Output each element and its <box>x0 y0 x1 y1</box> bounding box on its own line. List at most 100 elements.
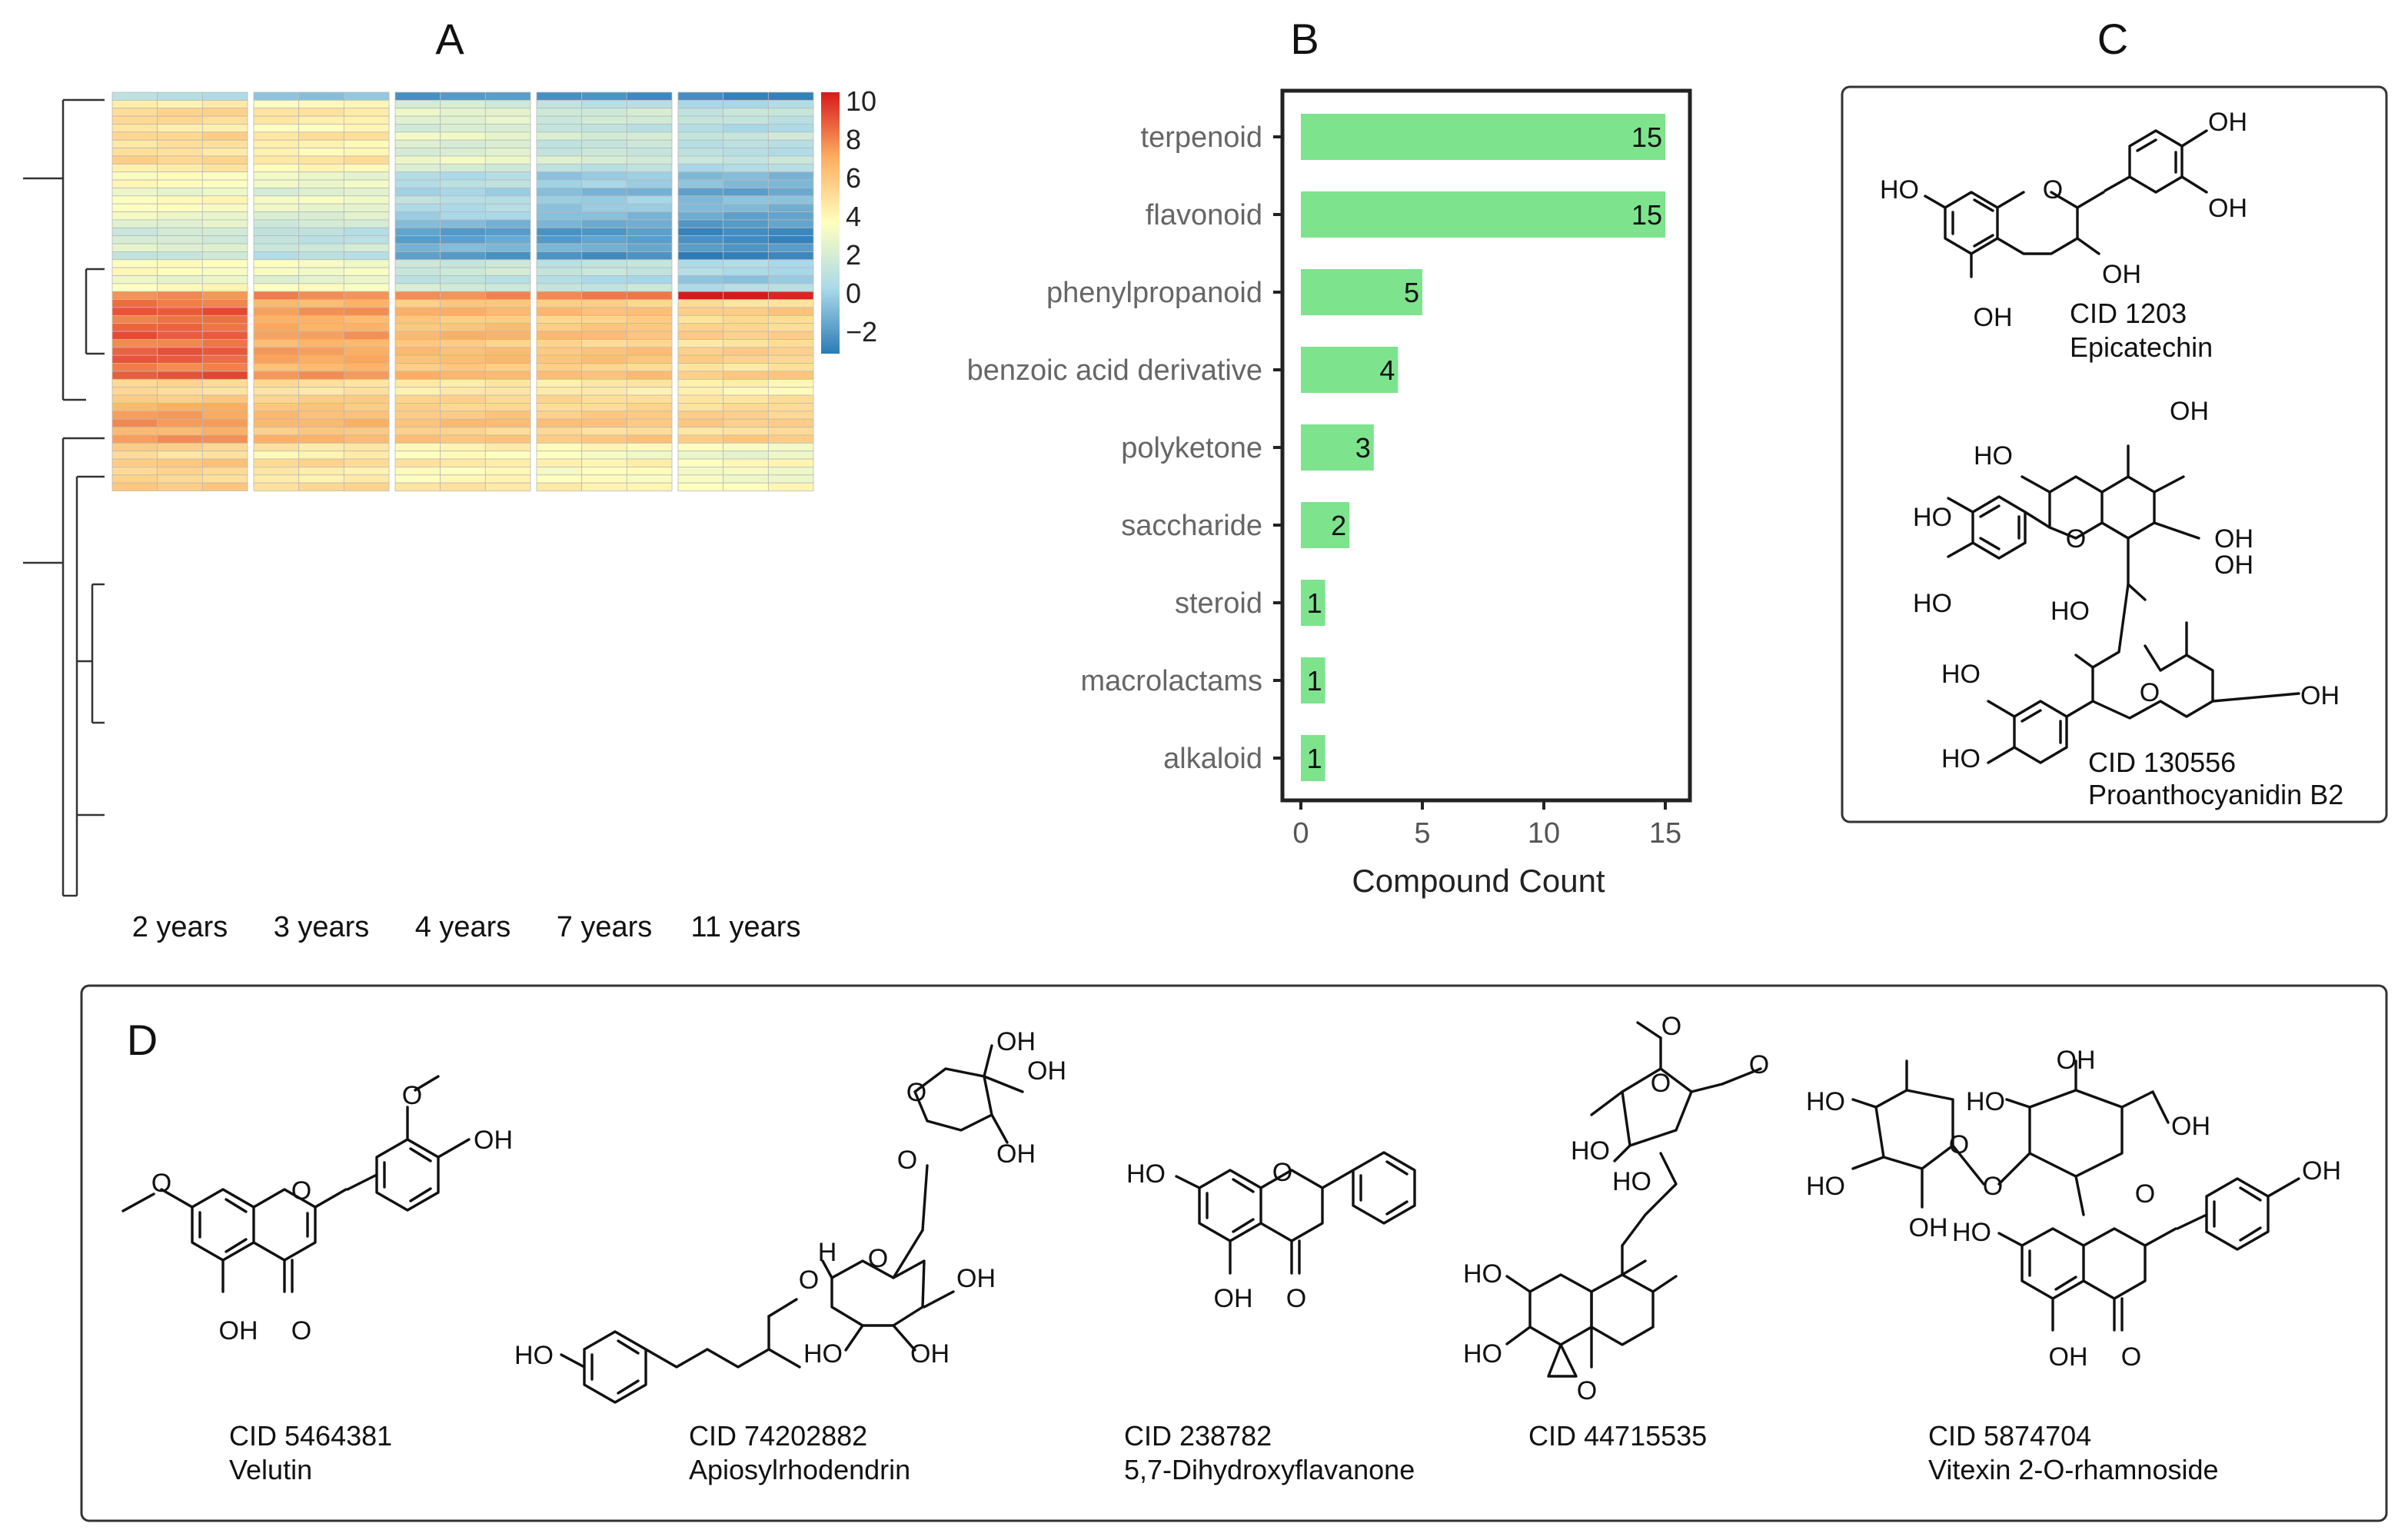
heatmap-cell <box>394 235 441 244</box>
heatmap-cell <box>626 124 673 133</box>
heatmap-cell <box>157 227 203 237</box>
heatmap-cell <box>440 418 486 427</box>
heatmap-cell <box>440 259 486 268</box>
heatmap-cell <box>343 179 390 188</box>
heatmap-cell <box>157 371 203 380</box>
heatmap-cell <box>536 251 583 261</box>
heatmap-cell <box>343 394 390 404</box>
heatmap-cell <box>111 203 158 212</box>
heatmap-cell <box>536 267 583 276</box>
heatmap-cell <box>298 275 344 284</box>
heatmap-column-label: 2 years <box>132 911 228 943</box>
heatmap-cell <box>626 188 673 197</box>
heatmap-cell <box>440 323 486 332</box>
atom-label: O <box>151 1169 171 1198</box>
heatmap-cell <box>536 188 583 197</box>
atom-label: O <box>1749 1050 1769 1079</box>
heatmap-cell <box>111 387 158 396</box>
heatmap-cell <box>440 219 486 228</box>
atom-label: O <box>868 1244 888 1273</box>
heatmap-cell <box>581 251 627 261</box>
heatmap-cell <box>201 195 248 205</box>
heatmap-cell <box>723 458 769 467</box>
heatmap-column-label: 4 years <box>415 911 511 943</box>
heatmap-cell <box>111 291 158 301</box>
heatmap-cell <box>767 155 814 165</box>
heatmap-cell <box>157 219 203 228</box>
heatmap-cell <box>298 227 344 237</box>
heatmap-cell <box>440 331 486 340</box>
heatmap-cell <box>394 451 441 460</box>
heatmap-cell <box>253 403 300 412</box>
heatmap-cell <box>767 259 814 268</box>
heatmap-cell <box>677 339 724 348</box>
atom-label: HO <box>803 1339 843 1369</box>
heatmap-cell <box>626 347 673 356</box>
heatmap-cell <box>253 307 300 316</box>
atom-label: OH <box>2057 1046 2096 1075</box>
heatmap-cell <box>253 171 300 181</box>
heatmap-cell <box>626 339 673 348</box>
heatmap-cell <box>767 235 814 244</box>
heatmap-cell <box>626 418 673 427</box>
heatmap-cell <box>723 387 769 396</box>
heatmap-cell <box>394 403 441 412</box>
heatmap-cell <box>394 307 441 316</box>
heatmap-cell <box>723 259 769 268</box>
compound-name: Epicatechin <box>2070 331 2213 363</box>
heatmap-cell <box>157 179 203 188</box>
heatmap-cell <box>677 179 724 188</box>
heatmap-cell <box>626 259 673 268</box>
heatmap-cell <box>767 243 814 252</box>
heatmap-cell <box>440 115 486 125</box>
heatmap-cell <box>767 124 814 133</box>
heatmap-cell <box>484 314 531 324</box>
heatmap-cell <box>581 275 627 284</box>
heatmap-cell <box>394 371 441 380</box>
heatmap-cell <box>581 203 627 212</box>
heatmap-cell <box>298 219 344 228</box>
heatmap-cell <box>626 179 673 188</box>
heatmap-cell <box>581 323 627 332</box>
heatmap-cell <box>484 267 531 276</box>
data-label: 1 <box>1307 587 1322 619</box>
atom-label: OH <box>2208 194 2247 223</box>
heatmap-cell <box>201 418 248 427</box>
data-label: 15 <box>1631 199 1662 231</box>
heatmap-cell <box>536 91 583 101</box>
dihydroxyflavanone-structure: O HO OH O <box>1126 1151 1416 1313</box>
heatmap-cell <box>484 371 531 380</box>
compound-cid: CID 74202882 <box>689 1420 867 1452</box>
heatmap-cell <box>581 267 627 276</box>
category-label: macrolactams <box>1081 665 1263 697</box>
heatmap-cell <box>201 474 248 484</box>
data-label: 5 <box>1404 277 1419 308</box>
heatmap-cell <box>157 339 203 348</box>
heatmap-cell <box>536 378 583 388</box>
heatmap-cell <box>253 195 300 205</box>
heatmap-cell <box>298 411 344 420</box>
heatmap-cell <box>677 299 724 308</box>
color-scale-tick-label: −2 <box>846 316 877 348</box>
heatmap-cell <box>253 99 300 109</box>
heatmap-cell <box>440 299 486 308</box>
heatmap-cell <box>536 195 583 205</box>
heatmap-cell <box>440 291 486 301</box>
heatmap-cell <box>484 171 531 181</box>
heatmap-cell <box>536 299 583 308</box>
heatmap-cell <box>484 291 531 301</box>
heatmap-cell <box>440 403 486 412</box>
heatmap-cell <box>111 195 158 205</box>
heatmap-cell <box>626 482 673 491</box>
heatmap-cell <box>201 203 248 212</box>
heatmap-cell <box>440 131 486 141</box>
heatmap-cell <box>394 466 441 476</box>
heatmap-cell <box>536 235 583 244</box>
velutin-structure: O O O OH OH O <box>121 1075 513 1345</box>
heatmap-cell <box>723 411 769 420</box>
heatmap-cell <box>484 139 531 148</box>
heatmap-cell <box>767 163 814 173</box>
heatmap-cell <box>394 155 441 165</box>
heatmap-cell <box>723 363 769 372</box>
